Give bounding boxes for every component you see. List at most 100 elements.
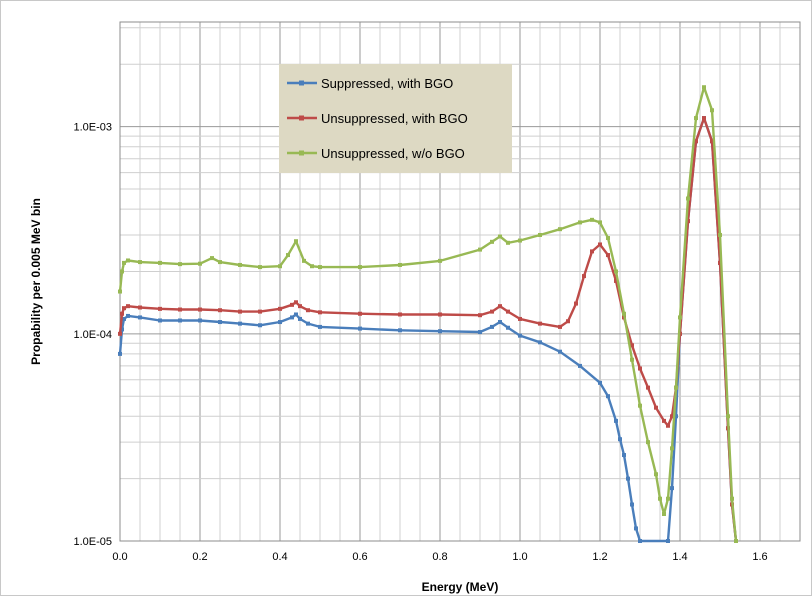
data-point [582,274,586,279]
data-point [718,260,722,265]
data-point [598,220,602,225]
data-point [286,253,290,258]
legend-marker [299,80,304,86]
data-point [438,258,442,263]
legend-marker [299,115,304,121]
data-point [218,308,222,313]
data-point [726,414,730,419]
data-point [490,324,494,329]
data-point [638,539,642,543]
data-point [646,385,650,390]
data-point [490,309,494,314]
x-tick-label: 1.0 [512,551,527,563]
data-point [566,319,570,324]
data-point [398,328,402,333]
data-point [122,306,126,311]
data-point [178,318,182,323]
y-axis-title: Propability per 0.005 MeV bin [29,198,43,365]
data-point [538,232,542,237]
data-point [294,300,298,305]
data-point [538,321,542,326]
x-tick-label: 1.4 [672,551,687,563]
data-point [654,472,658,477]
data-point [702,85,706,90]
x-tick-label: 1.2 [592,551,607,563]
data-point [654,405,658,410]
data-point [306,308,310,313]
data-point [438,329,442,334]
data-point [622,453,626,458]
data-point [638,366,642,371]
data-point [318,310,322,315]
series-line-unsuppressed-with-bgo [118,116,738,542]
data-point [120,269,124,274]
data-point [618,437,622,442]
data-point [122,260,126,265]
data-point [478,247,482,252]
data-point [118,351,122,356]
data-point [198,318,202,323]
data-point [158,260,162,265]
data-point [120,327,124,332]
data-point [506,325,510,330]
data-point [238,262,242,267]
data-point [730,496,734,501]
data-point [158,306,162,311]
data-point [518,238,522,243]
data-point [198,307,202,312]
data-point [294,312,298,317]
data-point [598,380,602,385]
data-point [518,316,522,321]
data-point [478,330,482,335]
data-point [634,526,638,531]
data-point [662,418,666,423]
y-tick-label: 1.0E-03 [73,122,112,134]
data-point [298,304,302,309]
data-point [558,324,562,329]
data-point [614,278,618,283]
data-point [686,196,690,201]
x-tick-label: 0.8 [432,551,447,563]
data-point [138,315,142,320]
data-point [662,511,666,516]
legend-label: Suppressed, with BGO [321,76,453,91]
data-point [498,304,502,309]
data-point [678,315,682,320]
data-point [158,318,162,323]
data-point [506,309,510,314]
data-point [198,261,202,266]
data-point [670,446,674,451]
data-point [278,306,282,311]
data-point [694,139,698,144]
data-point [606,394,610,399]
data-point [498,234,502,239]
data-point [478,313,482,318]
data-point [506,240,510,245]
x-tick-label: 1.6 [752,551,767,563]
data-point [614,269,618,274]
data-point [118,289,122,294]
data-point [294,239,298,244]
data-point [238,309,242,314]
data-point [298,316,302,321]
data-point [126,304,130,309]
x-axis-title: Energy (MeV) [422,580,499,594]
x-tick-label: 0.0 [112,551,127,563]
data-point [302,258,306,263]
data-point [498,320,502,325]
data-point [358,311,362,316]
x-tick-label: 0.4 [272,551,287,563]
data-point [118,331,122,336]
data-point [666,423,670,428]
legend: Suppressed, with BGO Unsuppressed, with B… [279,64,512,173]
series-group [118,85,738,543]
y-tick-labels: 1.0E-05 1.0E-04 1.0E-03 [73,122,112,548]
data-point [670,414,674,419]
data-point [278,264,282,269]
data-point [578,220,582,225]
data-point [674,385,678,390]
data-point [398,262,402,267]
data-point [606,236,610,241]
data-point [178,262,182,267]
